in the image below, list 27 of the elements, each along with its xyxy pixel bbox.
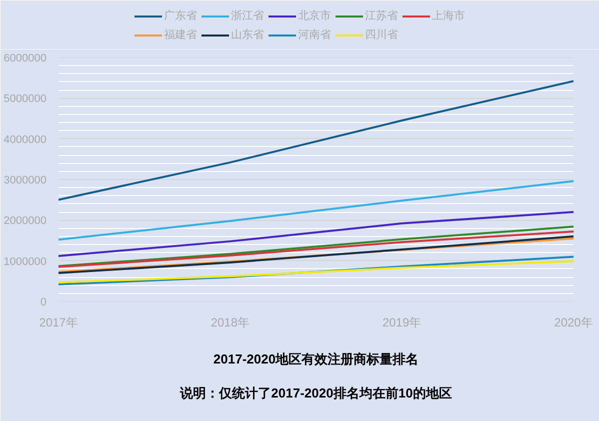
legend-label: 江苏省 xyxy=(365,8,398,23)
x-tick-label: 2019年 xyxy=(382,316,422,330)
legend-label: 浙江省 xyxy=(231,8,264,23)
legend-label: 山东省 xyxy=(231,27,264,42)
x-tick-label: 2017年 xyxy=(39,316,78,330)
line-series xyxy=(58,211,574,257)
y-tick-label: 0 xyxy=(40,296,47,308)
line-series xyxy=(58,260,574,284)
x-tick-label: 2018年 xyxy=(210,316,250,330)
legend-label: 广东省 xyxy=(164,8,197,23)
x-tick-label: 2020年 xyxy=(554,316,593,330)
text: 2017-2020地区有效注册商标量排名 xyxy=(213,352,419,366)
y-tick-label: 3000000 xyxy=(4,174,47,186)
legend-label: 上海市 xyxy=(432,8,465,23)
y-tick-label: 4000000 xyxy=(4,134,47,146)
y-tick-label: 1000000 xyxy=(4,256,47,268)
y-tick-label: 5000000 xyxy=(4,93,47,106)
text: 说明：仅统计了2017-2020排名均在前10的地区 xyxy=(179,386,452,400)
y-tick-label: 2000000 xyxy=(4,215,47,228)
y-tick-label: 6000000 xyxy=(4,52,47,64)
legend-label: 北京市 xyxy=(298,8,331,23)
line-series xyxy=(58,256,574,286)
line-series xyxy=(58,80,574,201)
legend-label: 四川省 xyxy=(365,27,398,42)
legend-label: 河南省 xyxy=(298,27,331,42)
line-series xyxy=(58,180,574,241)
legend-label: 福建省 xyxy=(164,27,197,42)
